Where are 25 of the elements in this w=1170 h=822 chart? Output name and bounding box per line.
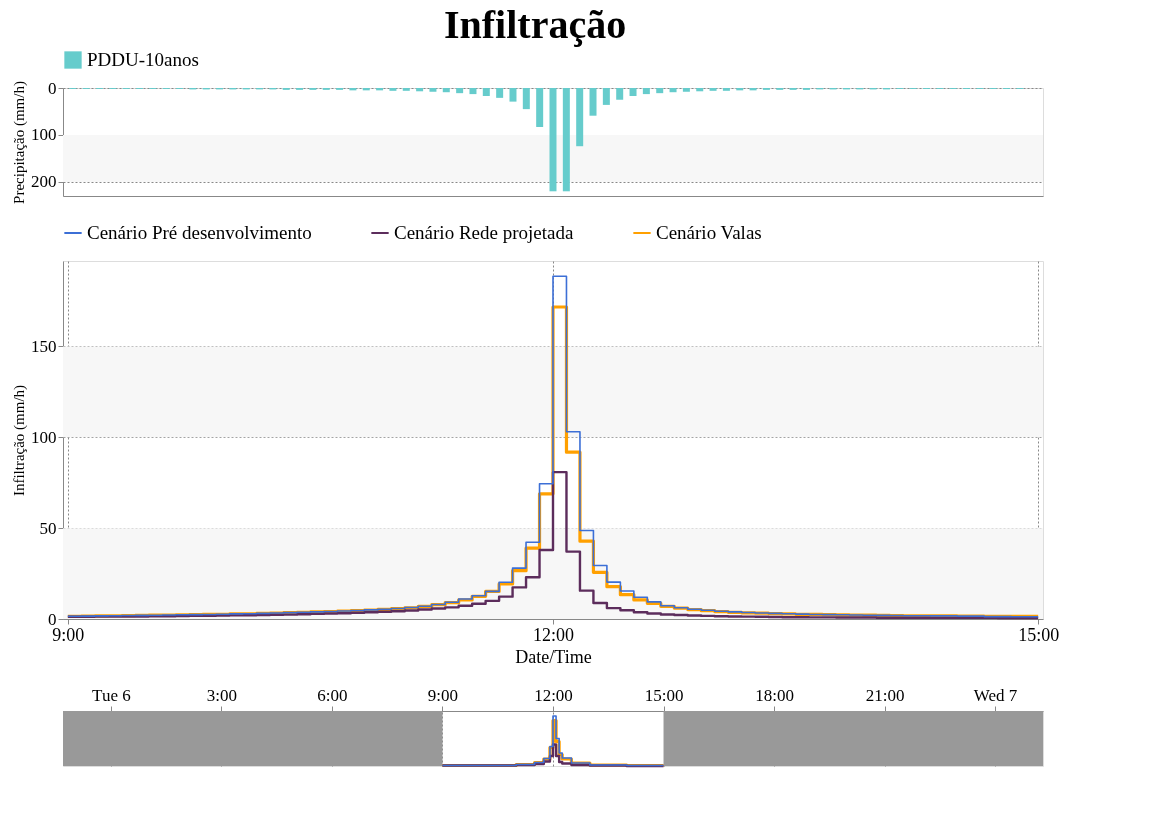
x-tick-label: 9:00	[427, 685, 459, 705]
x-tick-label: 6:00	[317, 685, 348, 705]
x-axis-title: Date/Time	[515, 646, 592, 667]
x-tick-label: 3:00	[206, 685, 238, 705]
y-tick-label: 0	[48, 78, 57, 98]
x-tick-label: 15:00	[644, 685, 684, 705]
chart-title: Infiltração	[443, 1, 627, 47]
x-tick-label: 21:00	[865, 685, 905, 705]
x-tick-label: Wed 7	[973, 685, 1018, 705]
legend-label: Cenário Rede projetada	[394, 222, 574, 243]
x-tick-label: 18:00	[755, 685, 794, 705]
y-tick-label: 100	[31, 125, 57, 145]
y-tick-label: 100	[31, 427, 57, 447]
x-tick-label: 15:00	[1018, 624, 1060, 645]
x-tick-label: 12:00	[532, 624, 575, 645]
y-tick-label: 150	[31, 336, 57, 356]
y-axis-title: Infiltração (mm/h)	[11, 384, 28, 497]
x-tick-label: 12:00	[534, 685, 573, 705]
legend-label: PDDU-10anos	[87, 49, 199, 70]
legend-label: Cenário Valas	[656, 222, 762, 243]
legend-label: Cenário Pré desenvolvimento	[87, 222, 312, 243]
y-axis-title: Precipitação (mm/h)	[11, 81, 28, 204]
y-tick-label: 200	[31, 172, 57, 192]
y-tick-label: 50	[39, 518, 57, 538]
x-tick-label: Tue 6	[92, 685, 131, 705]
